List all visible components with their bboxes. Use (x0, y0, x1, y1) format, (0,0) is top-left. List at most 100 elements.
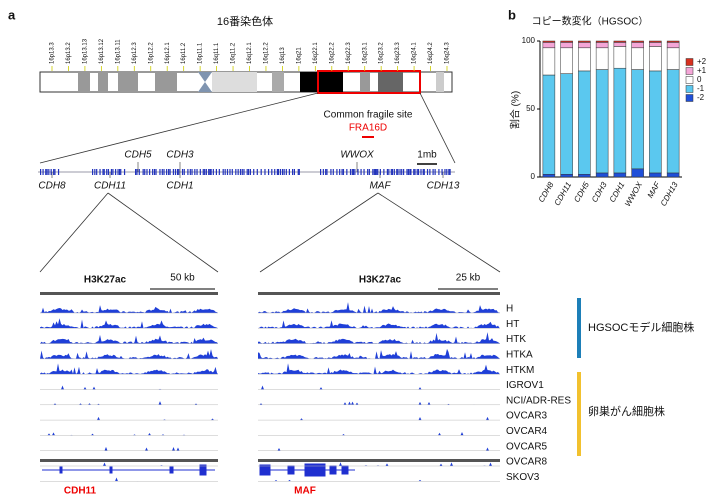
band-label: 16p11.1 (198, 42, 204, 64)
bar-segment (578, 47, 591, 72)
band-label: 16q23.3 (395, 42, 401, 64)
band-label: 16q11.2 (231, 42, 237, 64)
gene-feature (391, 169, 394, 175)
band-label: 16q13 (280, 47, 286, 64)
gene-feature (243, 169, 245, 175)
gene-feature (149, 169, 151, 175)
gene-feature (441, 169, 443, 175)
bar-segment (595, 172, 609, 178)
y-axis-label: 割合 (%) (509, 91, 522, 129)
gene-feature (372, 169, 374, 175)
band-label: 16p13.2 (66, 42, 72, 64)
gene-label: MAF (294, 486, 316, 497)
gene-feature (322, 169, 324, 175)
bar-segment (649, 172, 662, 178)
gene-feature (144, 169, 146, 175)
x-tick-label: CDH11 (553, 181, 574, 208)
gene-feature (92, 169, 94, 175)
gene-feature (444, 169, 446, 175)
gene-feature (168, 169, 170, 175)
chromosome (39, 70, 453, 94)
gene-feature (403, 169, 405, 175)
band-label: 16q22.1 (313, 42, 319, 64)
gene-feature (163, 169, 165, 175)
bar-segment (578, 174, 591, 178)
x-tick-label: CDH1 (608, 181, 627, 204)
gene-feature (204, 169, 206, 175)
gene-feature (279, 169, 282, 175)
gene-feature (377, 169, 379, 175)
cell-line-label: HTK (506, 334, 526, 345)
cell-line-label: OVCAR4 (506, 426, 548, 437)
gene-feature (146, 169, 148, 175)
gene-feature (246, 169, 248, 175)
signal-track (40, 349, 218, 359)
track-header (40, 292, 218, 295)
gene-feature (209, 169, 211, 175)
gene-feature (256, 169, 258, 175)
panel-label: b (508, 7, 516, 22)
gene-feature (222, 169, 224, 175)
gene-feature (118, 169, 121, 175)
band-label: 16q24.3 (445, 42, 451, 64)
gene-feature (174, 169, 177, 175)
gene-feature (339, 169, 341, 175)
gene-label: MAF (369, 181, 391, 192)
gene-feature (241, 169, 243, 175)
cell-line-label: HTKA (506, 350, 533, 361)
gene-feature (123, 169, 126, 175)
gene-feature (231, 169, 233, 175)
gene-feature (446, 169, 448, 175)
gene-feature (138, 169, 140, 175)
gene-feature (409, 169, 411, 175)
gene-feature (215, 169, 217, 175)
gene-feature (218, 169, 220, 175)
band-label: 16q23.1 (362, 42, 368, 64)
gene-feature (406, 169, 408, 175)
gene-feature (176, 169, 179, 175)
signal-track (258, 363, 500, 375)
signal-track (40, 462, 218, 466)
gene-feature (208, 169, 210, 175)
cell-line-label: OVCAR3 (506, 411, 548, 422)
bar-segment (613, 40, 627, 43)
gene-feature (57, 169, 60, 175)
gene-feature (330, 169, 332, 175)
bar-segment (666, 40, 680, 43)
gene-feature (115, 169, 117, 175)
bar-segment (578, 40, 591, 43)
bar-segment (578, 70, 591, 175)
gene-feature (374, 169, 377, 175)
gene-feature (249, 169, 252, 175)
bar-segment (631, 168, 644, 178)
gene-feature (202, 169, 204, 175)
gene-feature (172, 169, 175, 175)
band-label: 16q24.1 (412, 42, 418, 64)
panel-label: a (8, 7, 16, 22)
gene-feature (354, 169, 356, 175)
bar-segment (542, 40, 556, 43)
gene-feature (388, 169, 390, 175)
bar-segment (613, 42, 627, 47)
gene-feature (449, 169, 451, 175)
cell-line-label: HTKM (506, 365, 534, 376)
gene-feature (189, 169, 191, 175)
chromosome-title: 16番染色体 (217, 14, 273, 28)
gene-feature (438, 169, 440, 175)
legend-swatch (685, 58, 694, 66)
scale-label: 25 kb (456, 273, 481, 284)
legend-swatch (685, 76, 694, 84)
bar-segment (560, 42, 573, 49)
y-tick-label: 0 (531, 172, 536, 181)
y-tick-label: 100 (522, 36, 536, 45)
signal-track (40, 416, 218, 421)
cell-line-label: SKOV3 (506, 472, 540, 483)
bar-segment (649, 42, 662, 47)
gene-feature (235, 169, 237, 175)
gene-feature (336, 169, 338, 175)
bar-segment (631, 47, 644, 70)
bar-segment (542, 174, 556, 178)
legend-label: +1 (697, 66, 707, 75)
signal-track (258, 320, 500, 329)
